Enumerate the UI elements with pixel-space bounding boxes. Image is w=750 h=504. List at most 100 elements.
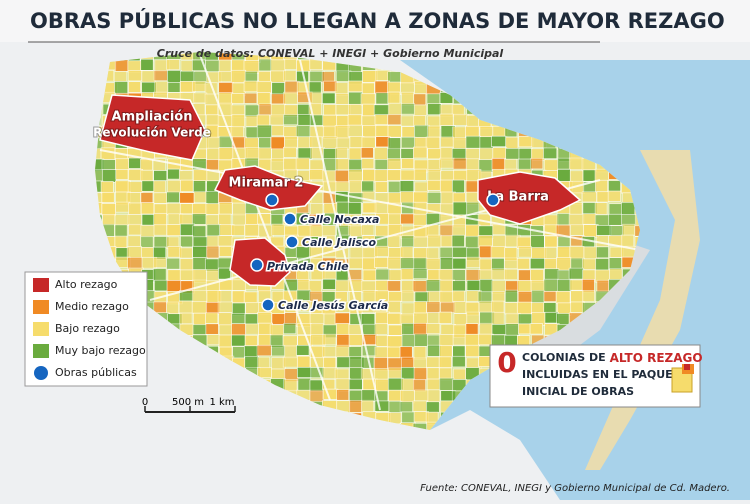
cell	[232, 389, 248, 403]
cell	[387, 158, 402, 170]
cell	[374, 181, 388, 193]
cell	[569, 246, 585, 260]
cell	[387, 125, 402, 138]
cell	[232, 378, 246, 392]
cell	[283, 70, 297, 82]
cell	[310, 410, 324, 422]
cell	[258, 71, 271, 83]
work-label: Calle Jalisco	[302, 236, 376, 249]
cell	[374, 114, 389, 125]
cell	[126, 412, 141, 424]
cell	[193, 180, 206, 193]
cell	[516, 258, 530, 270]
cell	[231, 313, 246, 325]
cell	[115, 421, 130, 430]
cell	[544, 311, 559, 324]
legend-swatch	[33, 300, 49, 314]
cell	[128, 223, 143, 236]
cell	[400, 257, 415, 271]
cell	[321, 421, 336, 430]
cell	[439, 179, 453, 193]
cell	[154, 368, 168, 382]
cell	[192, 379, 207, 393]
cell	[218, 422, 234, 430]
cell	[166, 203, 181, 215]
cell	[347, 114, 362, 126]
cell	[388, 324, 404, 336]
cell	[295, 157, 310, 170]
cell	[297, 435, 310, 448]
cell	[167, 269, 181, 281]
cell	[257, 401, 273, 414]
cell	[245, 323, 259, 335]
callout-text: INCLUIDAS EN EL PAQUETE	[522, 368, 688, 381]
cell	[453, 113, 469, 126]
cell	[504, 257, 518, 269]
cell	[153, 411, 168, 423]
cell	[309, 379, 325, 392]
cell	[244, 388, 261, 403]
cell	[464, 333, 480, 347]
cell	[153, 170, 168, 181]
cell	[218, 334, 233, 348]
cell	[180, 435, 193, 447]
cell	[244, 313, 259, 325]
cell	[270, 378, 286, 391]
cell	[95, 401, 105, 413]
cell	[140, 169, 154, 182]
cell	[245, 400, 259, 414]
cell	[284, 422, 299, 430]
cell	[544, 247, 557, 261]
cell	[101, 257, 116, 269]
cell	[387, 114, 402, 126]
cell	[192, 324, 208, 335]
cell	[362, 103, 376, 117]
cell	[128, 422, 143, 430]
cell	[361, 389, 376, 402]
cell	[609, 268, 623, 281]
cell	[386, 346, 401, 358]
cell	[504, 268, 518, 281]
cell	[414, 80, 429, 94]
cell	[282, 335, 298, 347]
cell	[413, 322, 429, 336]
cell	[634, 225, 640, 237]
cell	[95, 82, 104, 95]
cell	[166, 422, 182, 430]
callout-box	[489, 344, 701, 408]
cell	[282, 400, 298, 413]
cell	[166, 411, 182, 423]
cell	[100, 246, 117, 260]
cell	[179, 421, 194, 430]
cell	[608, 213, 623, 226]
cell	[191, 301, 207, 314]
cell	[243, 80, 260, 93]
cell	[244, 422, 260, 430]
legend-swatch	[34, 366, 48, 380]
cell	[166, 335, 181, 349]
cell	[321, 225, 336, 237]
cell	[153, 70, 168, 81]
cell	[583, 224, 599, 238]
cell	[258, 103, 272, 116]
cell	[127, 235, 141, 247]
cell	[335, 181, 350, 193]
cell	[297, 279, 311, 292]
cell	[465, 135, 481, 149]
cell	[425, 257, 441, 272]
cell	[179, 346, 194, 358]
cell	[361, 399, 374, 413]
cell	[452, 157, 467, 170]
cell	[544, 268, 560, 280]
cell	[256, 124, 273, 139]
cell	[335, 104, 351, 116]
beach	[585, 150, 700, 470]
cell	[95, 169, 103, 182]
cell	[361, 136, 376, 149]
cell	[283, 91, 298, 105]
cell	[400, 70, 416, 84]
cell	[127, 70, 143, 82]
cell	[154, 346, 169, 358]
cell	[609, 52, 622, 62]
